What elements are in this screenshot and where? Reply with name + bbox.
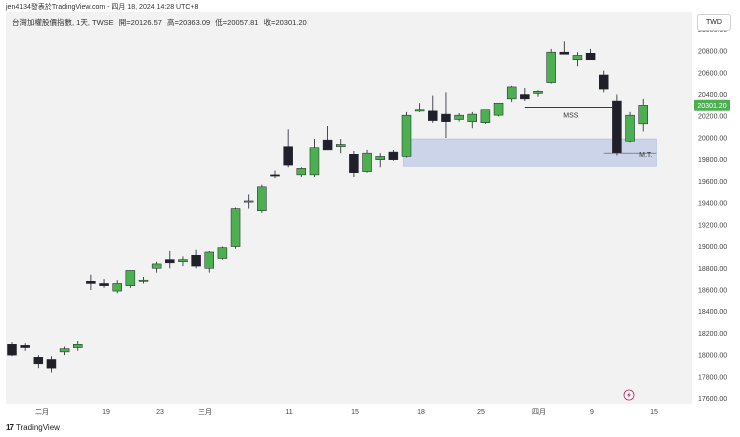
share-header: jen4134發表於TradingView.com - 四月 18, 2024 …: [6, 4, 199, 11]
candle-body: [46, 359, 57, 369]
candle-body: [243, 200, 254, 203]
candle-body: [480, 109, 491, 124]
y-tick-label: 18000.00: [698, 353, 727, 360]
y-tick-label: 18600.00: [698, 287, 727, 294]
y-tick-label: 20000.00: [698, 135, 727, 142]
candle-body: [559, 51, 570, 55]
y-tick-label: 20200.00: [698, 114, 727, 121]
x-tick-label: 四月: [532, 408, 546, 416]
x-tick-label: 9: [590, 409, 594, 416]
y-tick-label: 20800.00: [698, 49, 727, 56]
candle-body: [441, 113, 451, 122]
currency-button[interactable]: TWD: [697, 14, 731, 31]
candle-body: [428, 110, 438, 121]
y-tick-label: 19400.00: [698, 201, 727, 208]
y-tick-label: 18200.00: [698, 331, 727, 338]
candle-body: [454, 114, 464, 120]
candle-body: [520, 94, 530, 100]
candlestick-chart: MSS M.T.: [7, 41, 657, 401]
candle-body: [638, 105, 648, 125]
candle-body: [283, 146, 293, 166]
y-tick-label: 18400.00: [698, 309, 727, 316]
x-tick-label: 15: [351, 409, 359, 416]
y-tick-label: 19600.00: [698, 179, 727, 186]
candle-body: [533, 91, 543, 94]
y-tick-label: 19200.00: [698, 222, 727, 229]
y-tick-label: 20400.00: [698, 92, 727, 99]
candle-body: [73, 344, 83, 348]
y-tick-label: 17800.00: [698, 374, 727, 381]
mt-label: M.T.: [639, 152, 652, 159]
candle-body: [165, 259, 175, 264]
footer-brand-label: TradingView: [15, 423, 60, 432]
lightning-bolt-icon: [627, 392, 631, 398]
x-tick-label: 二月: [35, 408, 49, 416]
legend-low: 低=20057.81: [215, 18, 259, 27]
candle-body: [33, 357, 44, 365]
candle-body: [125, 270, 136, 286]
candle-body: [585, 53, 596, 61]
x-tick-label: 23: [156, 409, 164, 416]
candle-body: [217, 247, 228, 259]
candle-body: [270, 174, 280, 177]
candle-body: [86, 281, 96, 284]
x-tick-label: 15: [650, 409, 658, 416]
candle-body: [336, 144, 346, 147]
candle-body: [362, 152, 372, 172]
tradingview-logo-icon: 17: [6, 423, 14, 432]
candle-body: [230, 208, 241, 247]
candle-body: [493, 102, 504, 116]
x-tick-label: 18: [417, 409, 425, 416]
candle-body: [296, 168, 307, 176]
candle-body: [138, 279, 149, 282]
candle-body: [151, 263, 162, 269]
legend-open: 開=20126.57: [118, 18, 162, 27]
chart-plot-area[interactable]: MSS M.T.: [6, 12, 692, 404]
legend-close: 收=20301.20: [263, 18, 307, 27]
candle-body: [599, 74, 609, 90]
candle-body: [467, 113, 477, 122]
candle-body: [414, 109, 425, 112]
x-tick-label: 11: [285, 409, 292, 416]
candle-body: [7, 344, 17, 356]
chart-legend: 台灣加權股價指數, 1天, TWSE 開=20126.57 高=20363.09…: [12, 17, 310, 28]
candle-body: [112, 283, 122, 292]
x-tick-label: 25: [477, 409, 485, 416]
y-tick-label: 18800.00: [698, 266, 727, 273]
x-tick-label: 19: [102, 409, 110, 416]
candle-body: [204, 251, 214, 269]
y-tick-label: 19800.00: [698, 157, 727, 164]
candle-body: [178, 259, 188, 263]
y-tick-label: 19000.00: [698, 244, 727, 251]
legend-high: 高=20363.09: [167, 18, 211, 27]
candle-body: [99, 283, 109, 286]
candle-body: [309, 147, 320, 176]
footer-brand: 17 TradingView: [6, 423, 60, 432]
candle-body: [506, 86, 517, 100]
candle-body: [257, 186, 267, 211]
candle-body: [546, 51, 556, 83]
candle-body: [191, 254, 201, 267]
candle-body: [59, 348, 70, 353]
x-tick-label: 三月: [198, 408, 212, 416]
candle-body: [612, 100, 622, 154]
y-tick-label: 20600.00: [698, 70, 727, 77]
price-axis[interactable]: 21000.0020800.0020600.0020400.0020200.00…: [692, 12, 740, 404]
legend-symbol: 台灣加權股價指數, 1天, TWSE: [12, 18, 114, 27]
candle-body: [572, 55, 583, 61]
time-axis[interactable]: 二月 19 23 三月 11 15 18 25 四月 9 15: [6, 404, 692, 420]
candle-body: [401, 114, 412, 157]
y-tick-label: 17600.00: [698, 396, 727, 403]
candle-body: [349, 153, 359, 173]
last-price-label: 20301.20: [697, 103, 726, 110]
candle-body: [20, 345, 30, 348]
candle-body: [322, 139, 333, 151]
mss-label: MSS: [563, 113, 579, 120]
last-price-tag: [694, 99, 730, 111]
candle-body: [388, 151, 399, 160]
candle-body: [375, 156, 385, 160]
candle-body: [625, 114, 635, 142]
